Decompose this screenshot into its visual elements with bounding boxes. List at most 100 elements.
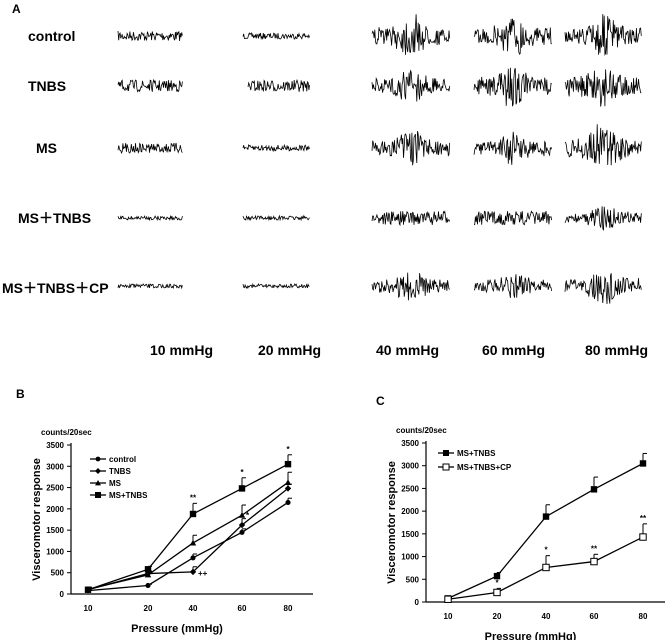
marker-open-square: [493, 588, 501, 597]
marker-square: [84, 586, 92, 593]
emg-trace: [473, 18, 552, 55]
x-axis-title: Pressure (mmHg): [485, 631, 577, 640]
marker-open-square: [639, 533, 647, 541]
significance-mark: *: [240, 468, 244, 477]
series-ms-tnbs-cp: [444, 523, 647, 603]
col-label-20: 20 mmHg: [258, 342, 322, 358]
x-tick-label: 10: [84, 604, 93, 613]
row-label-ms: MS: [36, 140, 57, 156]
emg-trace: [473, 67, 552, 107]
y-tick-label: 1500: [46, 526, 64, 535]
marker-circle: [190, 555, 196, 561]
marker-square: [238, 485, 246, 492]
y-tick-label: 2000: [46, 505, 64, 514]
emg-trace: [117, 30, 183, 42]
y-tick-label: 3000: [46, 462, 64, 471]
col-label-60: 60 mmHg: [482, 342, 546, 358]
marker-triangle: [238, 512, 246, 518]
emg-trace: [564, 69, 642, 107]
emg-trace: [371, 14, 451, 55]
marker-diamond: [189, 568, 197, 576]
marker-diamond: [284, 485, 292, 492]
col-label-10: 10 mmHg: [150, 342, 214, 358]
significance-mark: *: [286, 445, 290, 454]
legend-label: MS+TNBS: [109, 491, 148, 500]
emg-trace: [242, 214, 310, 222]
x-tick-label: 20: [493, 612, 502, 621]
y-tick-label: 0: [415, 598, 420, 607]
x-tick-label: 40: [542, 612, 551, 621]
panel-a-label: A: [12, 2, 21, 16]
emg-trace: [242, 282, 310, 290]
legend-label: MS+TNBS+CP: [457, 463, 512, 472]
emg-trace: [117, 78, 183, 93]
y-tick-label: 1500: [401, 530, 419, 539]
panel-label: B: [16, 387, 25, 401]
y-tick-label: 1000: [46, 547, 64, 556]
marker-circle: [95, 456, 101, 462]
marker-open-square: [442, 463, 450, 471]
row-label-control: control: [28, 28, 76, 44]
marker-square: [284, 460, 292, 468]
significance-mark: **: [190, 493, 197, 502]
col-label-40: 40 mmHg: [376, 342, 440, 358]
marker-circle: [145, 582, 151, 589]
emg-trace: [371, 69, 451, 102]
panel-label: C: [376, 394, 385, 408]
series-line: [447, 462, 644, 599]
emg-trace: [473, 131, 553, 165]
x-tick-label: 20: [144, 604, 153, 613]
x-tick-label: 80: [639, 612, 648, 621]
emg-trace: [242, 32, 310, 41]
unit-label: counts/20sec: [396, 426, 447, 435]
emg-trace: [117, 214, 183, 222]
emg-trace: [474, 210, 553, 226]
legend-label: MS: [109, 479, 122, 488]
legend-label: TNBS: [109, 467, 131, 476]
x-tick-label: 60: [590, 612, 599, 621]
row-label-ms-tnbs: MS＋TNBS: [18, 210, 92, 226]
legend-label: MS+TNBS: [457, 449, 496, 458]
x-axis-title: Pressure (mmHg): [131, 623, 223, 635]
marker-triangle: [284, 479, 292, 486]
legend-label: control: [109, 455, 136, 464]
marker-triangle: [144, 571, 152, 578]
marker-circle: [239, 529, 245, 535]
y-tick-label: 2000: [401, 507, 419, 516]
series-ms-tnbs: [444, 452, 647, 602]
emg-trace: [371, 210, 451, 227]
y-tick-label: 500: [51, 569, 65, 578]
emg-trace: [247, 78, 310, 92]
y-axis-title: Visceromotor response: [31, 458, 43, 581]
emg-trace: [242, 143, 310, 153]
emg-trace: [564, 14, 642, 56]
series-tnbs: [84, 483, 292, 593]
x-tick-label: 10: [444, 612, 453, 621]
unit-label: counts/20sec: [41, 428, 92, 437]
marker-open-square: [542, 563, 550, 572]
row-label-ms-tnbs-cp: MS＋TNBS＋CP: [2, 280, 109, 296]
x-tick-label: 40: [189, 604, 198, 613]
y-tick-label: 3500: [46, 441, 64, 450]
marker-square: [493, 572, 501, 580]
emg-trace: [564, 273, 642, 305]
significance-mark: *: [544, 546, 548, 555]
marker-square: [189, 510, 197, 518]
marker-triangle: [95, 480, 101, 486]
y-tick-label: 2500: [401, 484, 419, 493]
significance-mark: ++: [198, 569, 208, 578]
marker-triangle: [189, 539, 197, 546]
significance-mark: *: [246, 511, 250, 520]
y-tick-label: 1000: [401, 553, 419, 562]
emg-trace: [564, 206, 642, 231]
col-label-80: 80 mmHg: [585, 342, 649, 358]
emg-trace: [371, 272, 450, 301]
y-tick-label: 0: [60, 590, 65, 599]
y-tick-label: 3000: [401, 462, 419, 471]
marker-open-square: [444, 595, 452, 603]
marker-square: [542, 513, 550, 520]
